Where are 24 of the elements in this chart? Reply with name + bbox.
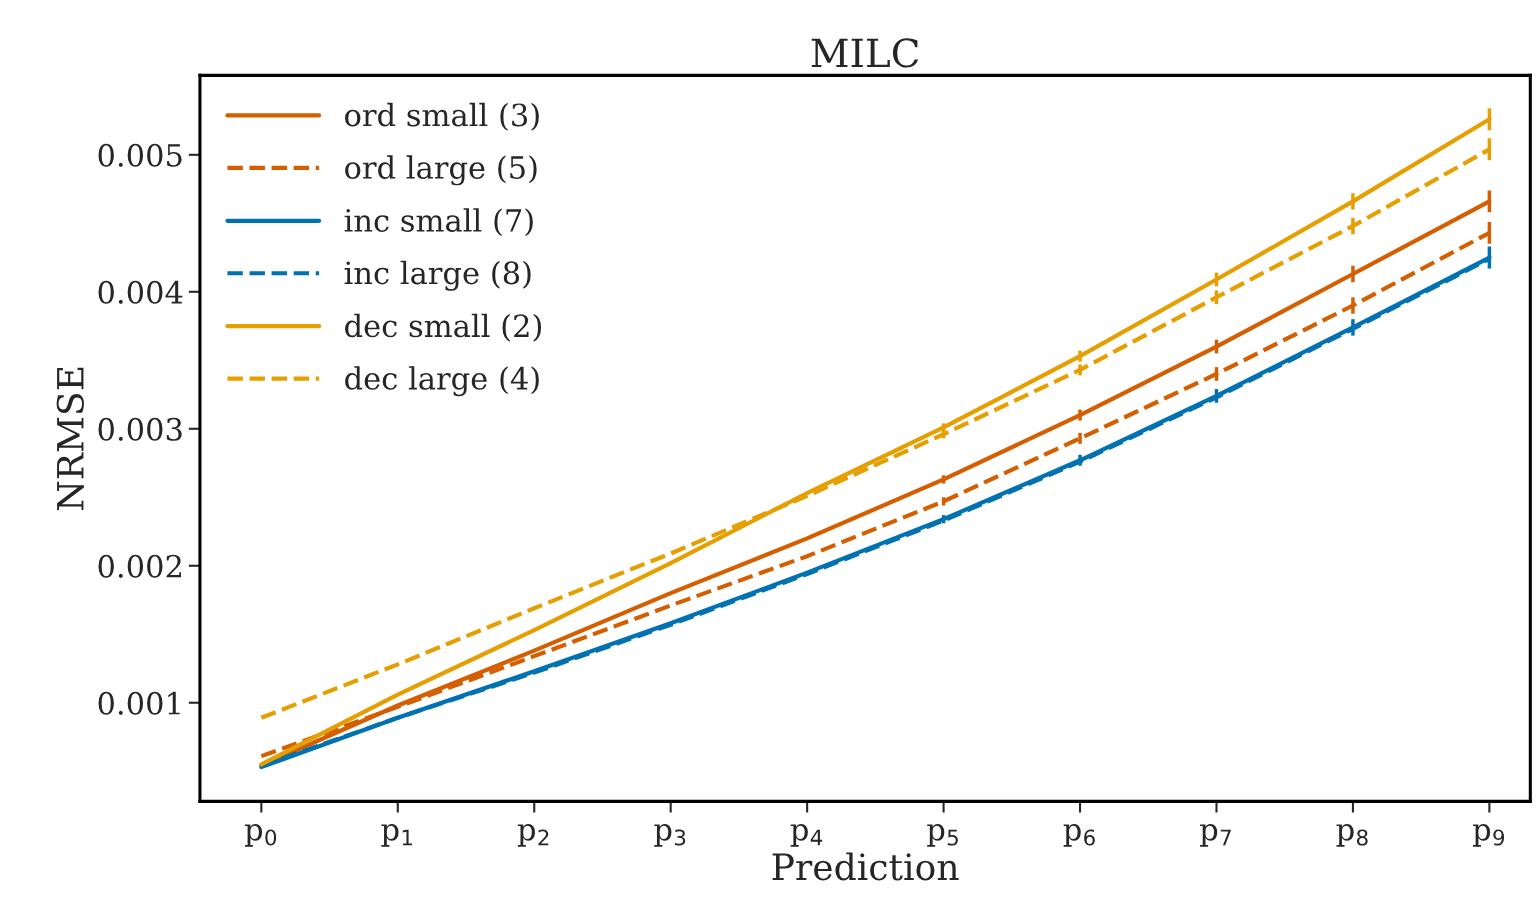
chart-title: MILC xyxy=(811,38,919,68)
x-tick-label: p$_{9}$ xyxy=(1472,824,1505,847)
legend-label: ord small (3) xyxy=(345,102,539,131)
x-tick-label: p$_{1}$ xyxy=(381,824,413,847)
y-tick-label: 0.004 xyxy=(98,280,183,304)
y-tick-label: 0.005 xyxy=(98,143,182,167)
legend-label: inc large (8) xyxy=(344,260,531,291)
y-axis-title: NRMSE xyxy=(56,367,84,511)
x-tick-label: p$_{4}$ xyxy=(790,824,823,847)
x-axis-title: Prediction xyxy=(772,852,959,881)
legend-label: dec large (4) xyxy=(345,366,539,397)
legend-label: ord large (5) xyxy=(345,155,537,186)
x-tick-label: p$_{8}$ xyxy=(1336,824,1368,847)
x-tick-label: p$_{6}$ xyxy=(1063,824,1095,847)
y-tick-label: 0.001 xyxy=(98,691,180,715)
x-tick-label: p$_{0}$ xyxy=(244,824,277,847)
x-tick-label: p$_{3}$ xyxy=(654,824,686,847)
x-tick-label: p$_{2}$ xyxy=(517,824,549,847)
y-tick-label: 0.003 xyxy=(98,417,182,441)
legend-label: dec small (2) xyxy=(345,313,542,342)
y-tick-label: 0.002 xyxy=(98,554,181,578)
x-tick-label: p$_{7}$ xyxy=(1200,824,1231,847)
legend-label: inc small (7) xyxy=(344,208,533,237)
x-tick-label: p$_{5}$ xyxy=(927,824,958,847)
